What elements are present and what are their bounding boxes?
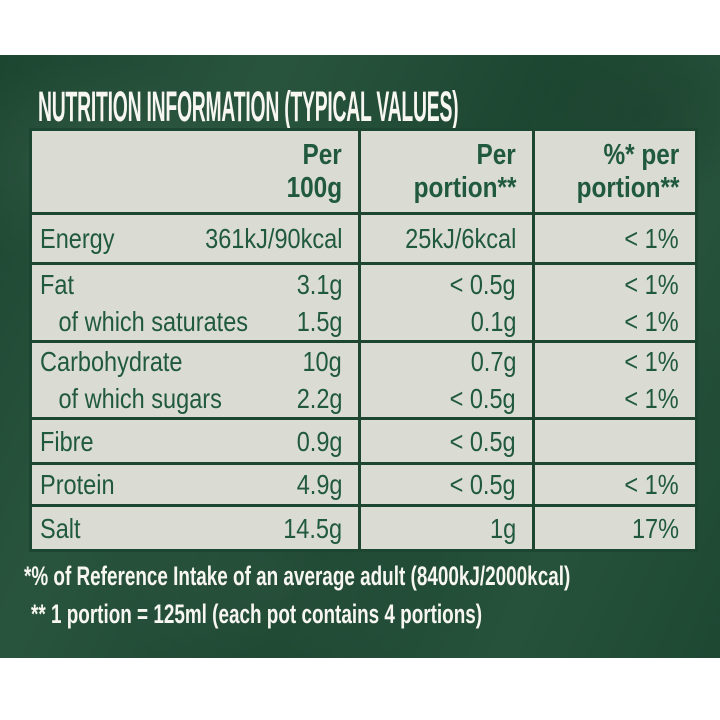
table-row-energy: Energy 361kJ/90kcal 25kJ/6kcal < 1% <box>29 212 698 265</box>
value-per-portion: 25kJ/6kcal <box>404 223 516 254</box>
value-percent: < 1% <box>624 383 679 414</box>
table-row-fibre: Fibre 0.9g < 0.5g <box>29 417 698 465</box>
nutrient-sublabel: of which sugars <box>58 383 222 414</box>
table-row-salt: Salt 14.5g 1g 17% <box>29 504 698 552</box>
nutrient-label: Fat <box>40 268 74 300</box>
salt-portion-cell: 1g <box>358 504 535 552</box>
protein-portion-cell: < 0.5g <box>358 462 535 507</box>
nutrition-table: Per 100g Per portion** %* per portion** <box>29 128 698 552</box>
col-header-percent-per-portion: %* per portion** <box>532 128 698 215</box>
value-per-100g: 0.9g <box>296 425 342 457</box>
col-header-per-portion: Per portion** <box>358 128 535 215</box>
value-percent: < 1% <box>624 469 679 500</box>
nutrient-sublabel: of which saturates <box>58 305 249 337</box>
col-header-text: portion** <box>576 171 679 204</box>
salt-percent-cell: 17% <box>532 504 698 552</box>
fibre-label-cell: Fibre 0.9g <box>29 417 361 465</box>
value-per-100g: 1.5g <box>296 305 343 337</box>
footnote-reference-intake: *% of Reference Intake of an average adu… <box>24 561 571 591</box>
col-header-text: %* per <box>603 138 679 171</box>
value-per-portion: < 0.5g <box>449 425 516 457</box>
energy-portion-cell: 25kJ/6kcal <box>358 212 535 265</box>
carbohydrate-label-cell: Carbohydrate 10g of which sugars 2.2g <box>29 340 361 420</box>
nutrient-label: Energy <box>40 223 115 254</box>
nutrient-label: Carbohydrate <box>40 346 183 377</box>
value-per-100g: 4.9g <box>296 469 342 500</box>
value-per-portion: < 0.5g <box>449 383 516 414</box>
fat-portion-cell: < 0.5g 0.1g <box>358 262 535 343</box>
protein-label-cell: Protein 4.9g <box>29 462 361 507</box>
value-per-100g: 361kJ/90kcal <box>204 223 342 254</box>
col-header-text: Per <box>302 138 342 171</box>
value-per-100g: 3.1g <box>296 268 342 300</box>
energy-label-cell: Energy 361kJ/90kcal <box>29 212 361 265</box>
col-header-text: portion** <box>413 171 516 204</box>
carbohydrate-portion-cell: 0.7g < 0.5g <box>358 340 535 420</box>
value-per-portion: 0.1g <box>470 305 516 337</box>
value-percent: < 1% <box>624 346 679 377</box>
table-row-protein: Protein 4.9g < 0.5g < 1% <box>29 462 698 507</box>
value-percent: < 1% <box>624 305 679 337</box>
energy-percent-cell: < 1% <box>532 212 698 265</box>
table-row-fat: Fat 3.1g of which saturates 1.5g < 0.5g … <box>29 262 698 343</box>
value-per-100g: 10g <box>302 346 342 377</box>
col-header-text: Per <box>476 138 516 171</box>
col-header-per-100g: Per 100g <box>29 128 361 215</box>
nutrient-label: Fibre <box>40 425 94 457</box>
value-per-portion: < 0.5g <box>449 268 516 300</box>
col-header-text: 100g <box>286 171 342 204</box>
protein-percent-cell: < 1% <box>532 462 698 507</box>
value-per-100g: 2.2g <box>296 383 342 414</box>
value-percent: 17% <box>631 512 679 544</box>
nutrition-table-container: Per 100g Per portion** %* per portion** <box>29 128 698 552</box>
footnote-portion-definition: ** 1 portion = 125ml (each pot contains … <box>31 599 483 629</box>
nutrient-label: Protein <box>40 469 115 500</box>
fat-percent-cell: < 1% < 1% <box>532 262 698 343</box>
value-per-portion: 1g <box>489 512 516 544</box>
page-title: NUTRITION INFORMATION (TYPICAL VALUES) <box>38 83 459 131</box>
value-percent: < 1% <box>624 223 679 254</box>
nutrient-label: Salt <box>40 512 81 544</box>
salt-label-cell: Salt 14.5g <box>29 504 361 552</box>
fat-label-cell: Fat 3.1g of which saturates 1.5g <box>29 262 361 343</box>
value-per-portion: < 0.5g <box>449 469 516 500</box>
value-percent: < 1% <box>624 268 679 300</box>
table-header-row: Per 100g Per portion** %* per portion** <box>29 128 698 215</box>
value-per-100g: 14.5g <box>283 512 342 544</box>
fibre-portion-cell: < 0.5g <box>358 417 535 465</box>
nutrition-label-panel: NUTRITION INFORMATION (TYPICAL VALUES) P… <box>0 55 720 658</box>
table-row-carbohydrate: Carbohydrate 10g of which sugars 2.2g 0.… <box>29 340 698 420</box>
fibre-percent-cell <box>532 417 698 465</box>
carbohydrate-percent-cell: < 1% < 1% <box>532 340 698 420</box>
value-per-portion: 0.7g <box>470 346 516 377</box>
